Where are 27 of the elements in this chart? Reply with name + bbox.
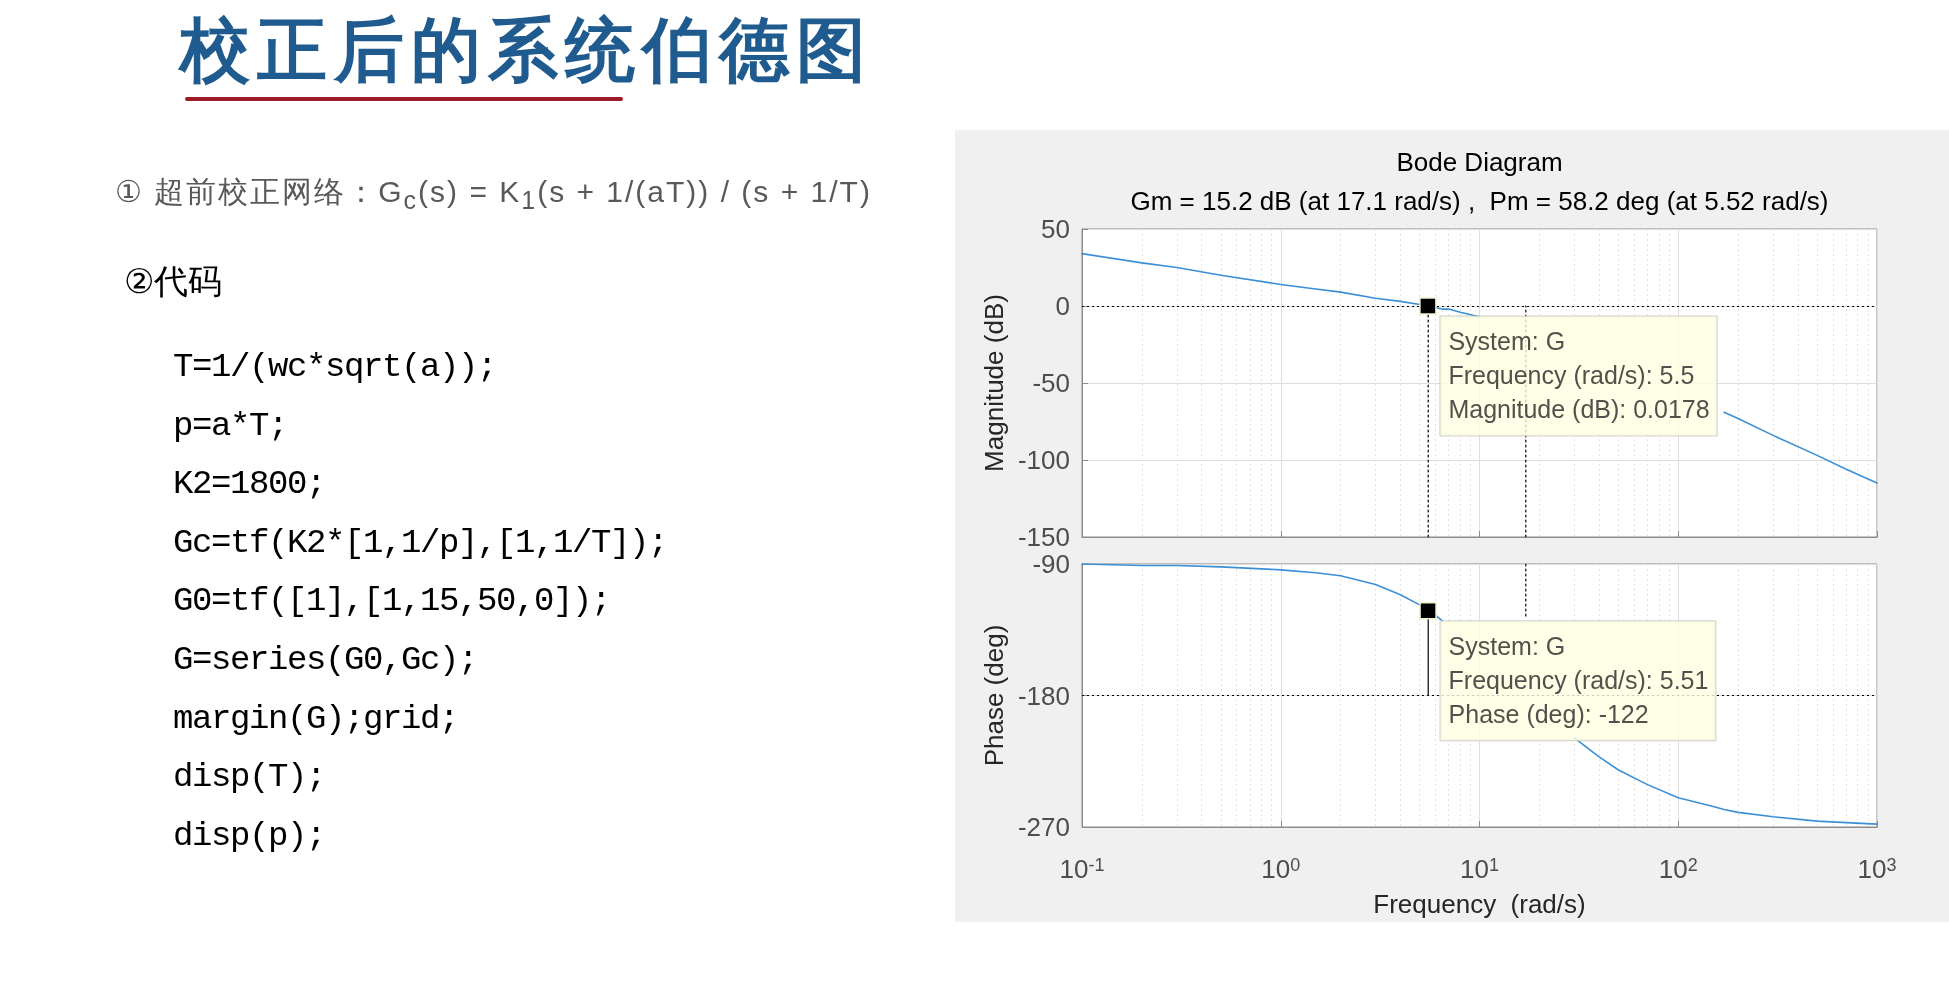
annotation: System: G Frequency (rad/s): 5.51 Phase (deg): -122 xyxy=(1448,632,1709,729)
x-axis-title: Frequency (rad/s) xyxy=(1373,889,1586,919)
chart-title: Bode Diagram xyxy=(1396,147,1563,177)
text: 校正后的系统伯德图 xyxy=(180,11,873,89)
text: K2=1800; xyxy=(173,464,326,505)
text: T=1/(wc*sqrt(a)); xyxy=(173,347,497,387)
y-tick-label: -180 xyxy=(1017,680,1070,711)
text: disp(p); xyxy=(173,815,326,856)
text: Gc=tf(K2*[1,1/p],[1,1/T]); xyxy=(173,522,668,563)
y-tick-label: 0 xyxy=(1055,291,1070,321)
text: p=a*T; xyxy=(173,405,288,446)
y-tick-label: 50 xyxy=(1041,214,1070,244)
y-axis-title: Magnitude (dB) xyxy=(979,294,1010,472)
text: ① 超前校正网络：G$_{c}$(s) = K$_{1}$(s + 1/(aT)) / (s + 1/T) xyxy=(115,174,872,216)
y-tick-label: -100 xyxy=(1017,445,1070,475)
annotation: System: G Frequency (rad/s): 5.5 Magnitude (dB): 0.0178 xyxy=(1448,327,1710,424)
y-axis-title: Phase (deg) xyxy=(979,624,1010,767)
text: G=series(G0,Gc); xyxy=(173,640,478,680)
text: disp(T); xyxy=(173,757,326,798)
text: margin(G);grid; xyxy=(173,698,459,739)
text: G0=tf([1],[1,15,50,0]); xyxy=(173,581,611,622)
y-tick-label: -150 xyxy=(1017,522,1070,552)
text: ②代码 xyxy=(124,262,223,300)
chart-subtitle: Gm = 15.2 dB (at 17.1 rad/s) , Pm = 58.2 deg (at 5.52 rad/s) xyxy=(1130,186,1829,216)
y-tick-label: -90 xyxy=(1032,549,1070,579)
y-tick-label: -50 xyxy=(1032,368,1070,398)
y-tick-label: -270 xyxy=(1017,812,1070,842)
